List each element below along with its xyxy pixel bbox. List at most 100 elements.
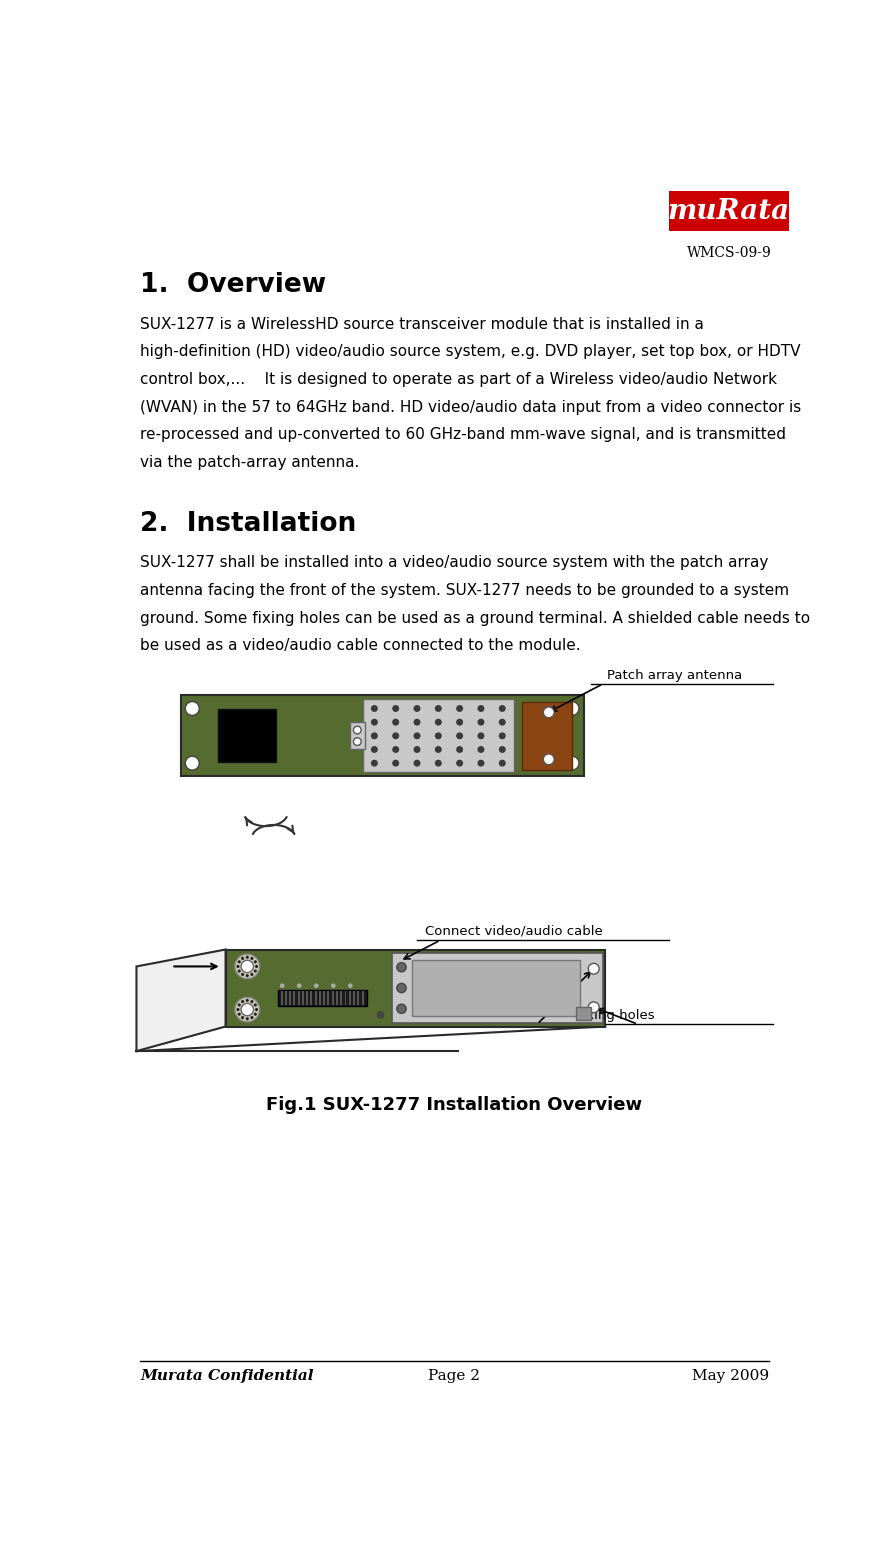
- Text: muRata: muRata: [667, 198, 789, 225]
- Text: Page 2: Page 2: [428, 1370, 479, 1384]
- Circle shape: [434, 705, 441, 711]
- Bar: [362, 699, 513, 772]
- Circle shape: [377, 1011, 384, 1019]
- Bar: [218, 710, 276, 761]
- Circle shape: [543, 753, 554, 764]
- Circle shape: [330, 983, 335, 987]
- Bar: [411, 959, 579, 1017]
- Bar: [353, 991, 354, 1005]
- Bar: [181, 696, 583, 777]
- Circle shape: [413, 705, 420, 711]
- Circle shape: [370, 746, 377, 753]
- Circle shape: [237, 969, 240, 972]
- Circle shape: [253, 961, 257, 964]
- Bar: [319, 991, 321, 1005]
- Text: Connect video/audio cable: Connect video/audio cable: [424, 925, 602, 938]
- Text: May 2009: May 2009: [691, 1370, 768, 1384]
- Text: Patch array antenna: Patch array antenna: [606, 669, 742, 682]
- Text: Murata Confidential: Murata Confidential: [140, 1370, 314, 1384]
- Bar: [361, 991, 363, 1005]
- Bar: [575, 1008, 591, 1020]
- Circle shape: [413, 746, 420, 753]
- Circle shape: [370, 760, 377, 766]
- Circle shape: [413, 719, 420, 725]
- Circle shape: [396, 983, 406, 992]
- Bar: [301, 991, 304, 1005]
- Circle shape: [498, 760, 505, 766]
- Bar: [357, 991, 359, 1005]
- Bar: [348, 991, 350, 1005]
- Circle shape: [314, 983, 318, 987]
- Circle shape: [237, 1003, 240, 1006]
- FancyBboxPatch shape: [668, 190, 789, 231]
- Circle shape: [279, 983, 284, 987]
- Circle shape: [587, 964, 598, 973]
- Circle shape: [245, 1017, 249, 1020]
- Circle shape: [413, 732, 420, 739]
- Bar: [340, 991, 342, 1005]
- Text: 2.  Installation: 2. Installation: [140, 510, 356, 537]
- Text: Fig.1 SUX-1277 Installation Overview: Fig.1 SUX-1277 Installation Overview: [266, 1095, 641, 1114]
- Bar: [315, 991, 316, 1005]
- Circle shape: [241, 973, 244, 977]
- Bar: [349, 722, 365, 749]
- Polygon shape: [136, 950, 225, 1051]
- Text: SUX-1277 shall be installed into a video/audio source system with the patch arra: SUX-1277 shall be installed into a video…: [140, 555, 768, 571]
- Circle shape: [250, 1000, 253, 1003]
- Circle shape: [392, 705, 399, 711]
- Text: be used as a video/audio cable connected to the module.: be used as a video/audio cable connected…: [140, 638, 580, 654]
- Circle shape: [250, 1016, 253, 1019]
- Circle shape: [477, 705, 484, 711]
- Bar: [306, 991, 307, 1005]
- Circle shape: [498, 732, 505, 739]
- Circle shape: [241, 961, 253, 972]
- Circle shape: [235, 997, 260, 1022]
- Circle shape: [235, 955, 260, 978]
- Circle shape: [353, 738, 361, 746]
- Text: (WVAN) in the 57 to 64GHz band. HD video/audio data input from a video connector: (WVAN) in the 57 to 64GHz band. HD video…: [140, 399, 801, 415]
- Text: high-definition (HD) video/audio source system, e.g. DVD player, set top box, or: high-definition (HD) video/audio source …: [140, 345, 800, 359]
- Circle shape: [455, 746, 462, 753]
- Circle shape: [253, 1012, 257, 1016]
- Circle shape: [241, 1000, 244, 1003]
- Circle shape: [392, 719, 399, 725]
- Circle shape: [396, 1005, 406, 1014]
- Circle shape: [434, 746, 441, 753]
- Bar: [284, 991, 286, 1005]
- Circle shape: [477, 732, 484, 739]
- Bar: [344, 991, 346, 1005]
- Circle shape: [370, 719, 377, 725]
- Circle shape: [255, 1008, 258, 1011]
- Circle shape: [245, 973, 249, 977]
- Circle shape: [370, 732, 377, 739]
- Circle shape: [455, 760, 462, 766]
- Text: via the patch-array antenna.: via the patch-array antenna.: [140, 456, 360, 470]
- Circle shape: [245, 998, 249, 1002]
- Circle shape: [434, 719, 441, 725]
- Bar: [298, 991, 299, 1005]
- Circle shape: [434, 760, 441, 766]
- Circle shape: [237, 1012, 240, 1016]
- Circle shape: [392, 732, 399, 739]
- Text: Fixing holes: Fixing holes: [575, 1009, 654, 1022]
- Circle shape: [347, 983, 353, 987]
- Circle shape: [250, 973, 253, 977]
- Circle shape: [241, 1003, 253, 1016]
- Text: antenna facing the front of the system. SUX-1277 needs to be grounded to a syste: antenna facing the front of the system. …: [140, 583, 789, 597]
- Circle shape: [564, 757, 579, 771]
- Circle shape: [455, 719, 462, 725]
- Circle shape: [477, 746, 484, 753]
- Circle shape: [241, 956, 244, 959]
- Circle shape: [434, 732, 441, 739]
- Circle shape: [255, 966, 258, 967]
- Text: WMCS-09-9: WMCS-09-9: [686, 246, 771, 261]
- Bar: [278, 989, 367, 1006]
- Bar: [331, 991, 333, 1005]
- Circle shape: [396, 963, 406, 972]
- Circle shape: [250, 956, 253, 959]
- Bar: [323, 991, 325, 1005]
- Bar: [280, 991, 283, 1005]
- Text: control box,...    It is designed to operate as part of a Wireless video/audio N: control box,... It is designed to operat…: [140, 371, 776, 387]
- Text: SUX-1277 is a WirelessHD source transceiver module that is installed in a: SUX-1277 is a WirelessHD source transcei…: [140, 317, 703, 332]
- Bar: [310, 991, 312, 1005]
